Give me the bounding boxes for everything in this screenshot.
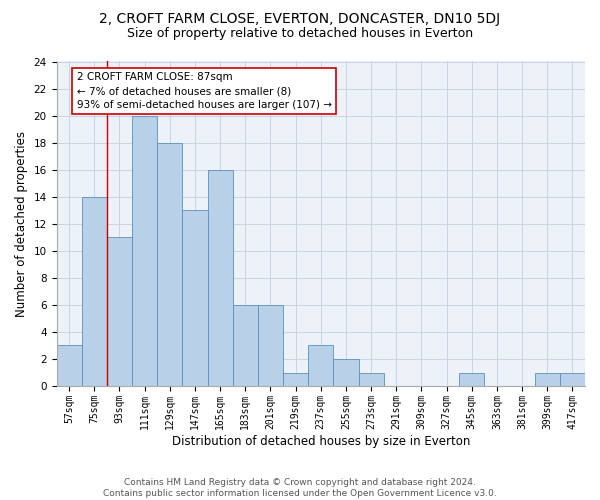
Bar [560,372,585,386]
Text: 2, CROFT FARM CLOSE, EVERTON, DONCASTER, DN10 5DJ: 2, CROFT FARM CLOSE, EVERTON, DONCASTER,… [100,12,500,26]
Bar [535,372,560,386]
Bar [233,305,258,386]
Text: Contains HM Land Registry data © Crown copyright and database right 2024.
Contai: Contains HM Land Registry data © Crown c… [103,478,497,498]
Y-axis label: Number of detached properties: Number of detached properties [15,131,28,317]
Bar [56,346,82,386]
Bar [208,170,233,386]
Bar [459,372,484,386]
Bar [334,359,359,386]
Bar [107,238,132,386]
Bar [182,210,208,386]
Bar [258,305,283,386]
Bar [283,372,308,386]
X-axis label: Distribution of detached houses by size in Everton: Distribution of detached houses by size … [172,434,470,448]
Bar [132,116,157,386]
Text: Size of property relative to detached houses in Everton: Size of property relative to detached ho… [127,28,473,40]
Bar [82,196,107,386]
Bar [359,372,383,386]
Bar [308,346,334,386]
Bar [157,142,182,386]
Text: 2 CROFT FARM CLOSE: 87sqm
← 7% of detached houses are smaller (8)
93% of semi-de: 2 CROFT FARM CLOSE: 87sqm ← 7% of detach… [77,72,332,110]
